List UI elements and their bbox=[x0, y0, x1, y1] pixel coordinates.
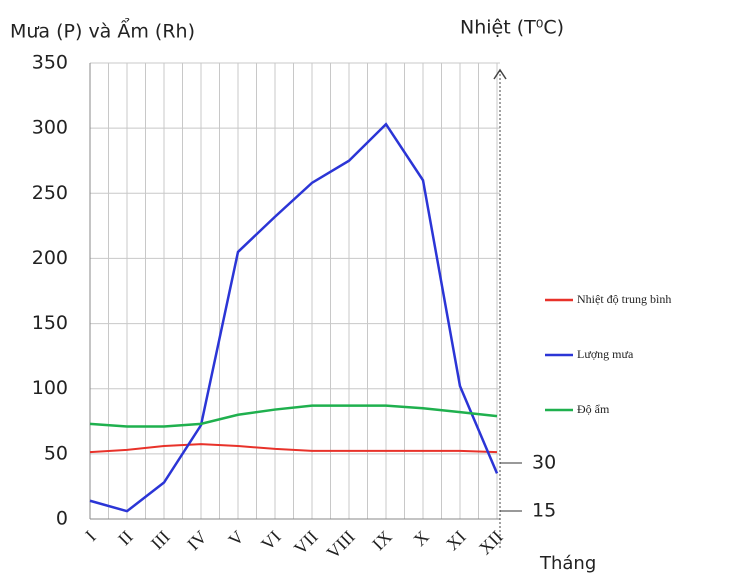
x-tick-label: X bbox=[409, 527, 432, 550]
x-tick-label: IV bbox=[183, 527, 211, 555]
y-tick-label: 100 bbox=[32, 377, 68, 399]
y-tick-label: 350 bbox=[32, 52, 68, 74]
x-tick-label: IX bbox=[368, 527, 396, 555]
x-tick-label: XII bbox=[475, 527, 507, 559]
line-series bbox=[89, 443, 498, 454]
x-tick-label: III bbox=[147, 527, 174, 554]
legend-label: Nhiệt độ trung bình bbox=[577, 292, 671, 306]
x-axis-label: Tháng bbox=[539, 553, 596, 574]
y2-arrow bbox=[493, 68, 507, 80]
y-tick-label: 50 bbox=[44, 442, 68, 464]
x-tick-label: V bbox=[224, 527, 247, 550]
y2-tick-label: 30 bbox=[532, 452, 556, 474]
y-tick-label: 200 bbox=[32, 247, 68, 269]
y-tick-label: 150 bbox=[32, 312, 68, 334]
x-tick-label: VI bbox=[257, 527, 285, 555]
y-tick-label: 300 bbox=[32, 117, 68, 139]
y-axis-label: Mưa (P) và Ẩm (Rh) bbox=[10, 17, 195, 43]
legend-label: Độ ẩm bbox=[577, 402, 610, 416]
x-tick-label: VIII bbox=[323, 527, 359, 563]
x-tick-label: I bbox=[81, 527, 99, 545]
legend-label: Lượng mưa bbox=[577, 347, 634, 361]
line-series bbox=[89, 122, 499, 513]
x-tick-label: XI bbox=[442, 527, 470, 555]
x-tick-label: II bbox=[114, 527, 137, 550]
y2-tick-label: 15 bbox=[532, 500, 556, 522]
x-tick-label: VII bbox=[290, 527, 322, 559]
y-tick-label: 250 bbox=[32, 182, 68, 204]
y-tick-label: 0 bbox=[56, 508, 68, 530]
line-series bbox=[89, 404, 498, 428]
y2-axis-label: Nhiệt (T⁰C) bbox=[460, 17, 564, 39]
